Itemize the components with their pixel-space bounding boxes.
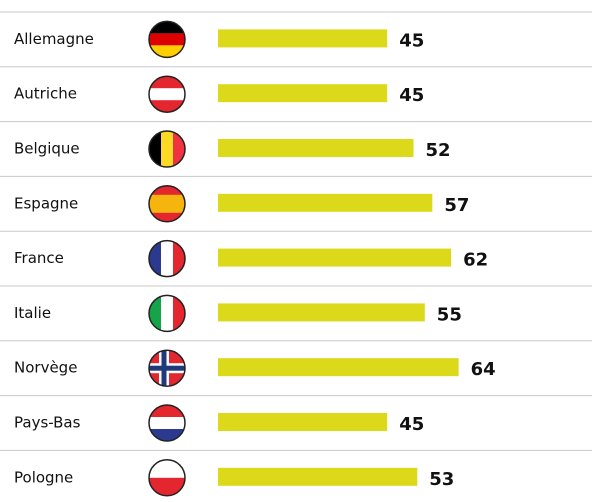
- flag-icon: [148, 239, 186, 278]
- value-label: 53: [429, 469, 454, 490]
- category-label: Italie: [14, 304, 51, 322]
- value-label: 45: [399, 85, 424, 106]
- category-label: Belgique: [14, 140, 80, 158]
- category-label: Autriche: [14, 85, 77, 103]
- category-label: Pays-Bas: [14, 414, 81, 432]
- flag-icon: [148, 294, 186, 333]
- category-label: Espagne: [14, 194, 78, 212]
- flag-icon: [148, 75, 186, 113]
- bar: [218, 303, 425, 322]
- value-label: 57: [444, 195, 469, 216]
- value-label: 64: [471, 359, 496, 380]
- flag-icon: [148, 20, 186, 59]
- flags: [148, 20, 186, 497]
- flag-icon: [148, 185, 186, 223]
- category-label: Norvège: [14, 359, 77, 377]
- category-label: France: [14, 249, 64, 267]
- flag-icon: [148, 349, 186, 387]
- bar: [218, 29, 388, 48]
- flag-icon: [148, 404, 186, 442]
- value-label: 62: [463, 250, 488, 271]
- value-label: 52: [426, 140, 451, 161]
- value-label: 45: [399, 414, 424, 435]
- bar: [218, 358, 459, 377]
- bar: [218, 193, 433, 212]
- bar: [218, 84, 388, 103]
- value-label: 55: [437, 304, 462, 325]
- bar: [218, 467, 418, 486]
- flag-icon: [148, 459, 186, 497]
- value-label: 45: [399, 30, 424, 51]
- bar: [218, 248, 452, 267]
- category-label: Pologne: [14, 468, 73, 486]
- flag-icon: [148, 130, 186, 168]
- bar: [218, 139, 414, 157]
- category-label: Allemagne: [14, 30, 94, 48]
- bar: [218, 413, 388, 431]
